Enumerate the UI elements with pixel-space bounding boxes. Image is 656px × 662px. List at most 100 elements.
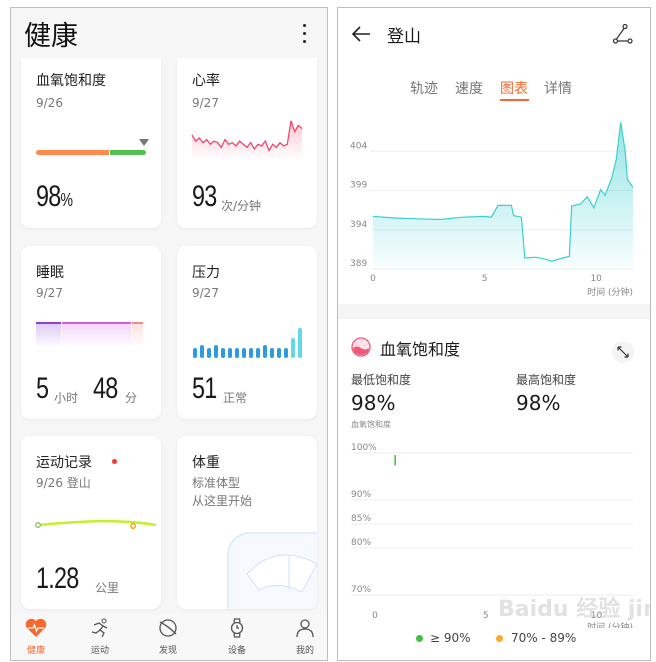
stress-bar	[207, 348, 211, 358]
spo2-section-title: 血氧饱和度	[380, 340, 461, 359]
weight-line1: 标准体型	[192, 476, 241, 490]
tab-track[interactable]: 轨迹	[410, 81, 438, 97]
sleep-minutes-unit: 分	[125, 391, 138, 405]
y-tick-label: 399	[350, 181, 367, 191]
stress-bar-chart	[193, 326, 303, 358]
share-route-icon[interactable]	[612, 23, 634, 45]
heart-rate-value: 93	[192, 180, 217, 213]
y-tick-label: 70%	[351, 585, 371, 595]
expand-icon	[617, 346, 629, 358]
stress-card[interactable]: 压力 9/27 51 正常	[177, 246, 317, 419]
exercise-card[interactable]: 运动记录 9/26 登山 1.28 公里	[21, 436, 161, 609]
card-title: 压力	[192, 265, 220, 281]
tab-chart[interactable]: 图表	[500, 81, 528, 97]
y-tick-label: 404	[350, 141, 367, 151]
x-axis-label: 时间 (分钟)	[587, 621, 633, 628]
legend-normal: ≥ 90%	[430, 631, 471, 645]
stress-bar	[242, 348, 246, 358]
sleep-minutes: 48	[93, 372, 118, 405]
tab-details[interactable]: 详情	[544, 81, 572, 97]
expand-button[interactable]	[612, 341, 634, 363]
weight-card[interactable]: 体重 标准体型 从这里开始	[177, 436, 317, 609]
heart-rate-line	[191, 120, 303, 153]
nav-devices[interactable]: 设备	[212, 618, 262, 656]
altitude-line	[372, 122, 634, 262]
y-tick-label: 85%	[351, 514, 371, 524]
stress-bar	[221, 348, 225, 358]
page-title: 登山	[387, 27, 421, 47]
x-tick-label: 5	[483, 611, 489, 621]
stress-bar	[291, 338, 295, 358]
heart-rate-card[interactable]: 心率 9/27 93 次/分钟	[177, 58, 317, 228]
sleep-light-segment	[62, 322, 131, 348]
legend-dot-low	[496, 635, 503, 642]
nav-health[interactable]: 健康	[11, 618, 61, 656]
x-axis-label: 时间 (分钟)	[587, 286, 633, 298]
heart-rate-sparkline	[191, 120, 303, 160]
distance-unit: 公里	[95, 581, 120, 595]
watermark: Baidu 经验 jingyan.baidu.com	[498, 597, 650, 622]
blood-oxygen-icon	[351, 337, 371, 357]
heart-icon	[25, 618, 47, 637]
distance-value: 1.28	[36, 562, 79, 595]
scale-icon	[227, 532, 317, 609]
tab-speed[interactable]: 速度	[455, 81, 483, 97]
heart-rate-unit: 次/分钟	[221, 199, 262, 213]
min-spo2-value: 98%	[351, 391, 396, 415]
y-tick-label: 389	[350, 259, 367, 269]
page-title: 健康	[24, 21, 78, 52]
x-tick-label: 10	[590, 274, 602, 284]
y-tick-label: 80%	[351, 538, 371, 548]
stress-bar	[298, 328, 302, 358]
health-screen: 健康 血氧饱和度 9/26 98% 心率 9/27 93 次/分钟 睡眠 9/2…	[10, 7, 328, 661]
legend-dot-normal	[416, 635, 423, 642]
min-spo2-label: 最低饱和度	[351, 373, 412, 387]
hiking-record-screen: 登山 轨迹 速度 图表 详情 389 394 399 404 0 5 10 时间 (分钟) 血…	[337, 7, 651, 661]
stress-bar	[256, 348, 260, 358]
more-menu-icon[interactable]	[301, 24, 307, 46]
stress-value: 51	[192, 372, 217, 405]
x-tick-label: 10	[591, 611, 603, 621]
sleep-awake-segment	[132, 322, 143, 348]
active-tab-indicator	[500, 99, 529, 101]
card-date: 9/27	[192, 96, 219, 110]
stress-bar	[214, 344, 218, 358]
bottom-nav: 健康 运动 发现 设备 我的	[11, 614, 327, 660]
stress-bar	[228, 348, 232, 358]
sleep-hours-unit: 小时	[54, 391, 79, 405]
stress-status: 正常	[223, 391, 248, 405]
max-spo2-label: 最高饱和度	[516, 373, 577, 387]
new-record-dot	[112, 459, 117, 464]
sleep-deep-segment	[36, 322, 61, 348]
nav-discover[interactable]: 发现	[143, 618, 193, 656]
card-date: 9/26 登山	[36, 476, 91, 490]
heart-rate-area	[192, 120, 302, 160]
stress-bar	[284, 348, 288, 358]
route-track	[35, 519, 156, 529]
max-spo2-value: 98%	[516, 391, 561, 415]
spo2-value: 98%	[36, 180, 73, 213]
card-date: 9/27	[192, 286, 219, 300]
spo2-card[interactable]: 血氧饱和度 9/26 98%	[21, 58, 161, 228]
back-arrow-icon[interactable]	[351, 25, 371, 43]
spo2-chart-title: 血氧饱和度	[351, 420, 391, 429]
spo2-bar-normal	[110, 150, 146, 155]
sleep-card[interactable]: 睡眠 9/27 5 小时 48 分	[21, 246, 161, 419]
stress-bar	[277, 348, 281, 358]
y-tick-label: 90%	[351, 490, 371, 500]
nav-exercise[interactable]: 运动	[75, 618, 125, 656]
card-title: 血氧饱和度	[36, 73, 106, 89]
card-title: 心率	[192, 73, 220, 89]
stress-bar	[249, 348, 253, 358]
stress-bar	[263, 344, 267, 358]
stress-bar	[200, 344, 204, 358]
stress-bar	[235, 348, 239, 358]
legend-low: 70% - 89%	[511, 631, 577, 645]
section-divider	[338, 304, 650, 319]
card-title: 体重	[192, 455, 220, 471]
stress-bar	[193, 348, 197, 358]
x-tick-label: 0	[370, 274, 376, 284]
watch-icon	[230, 618, 244, 638]
nav-me[interactable]: 我的	[280, 618, 327, 656]
